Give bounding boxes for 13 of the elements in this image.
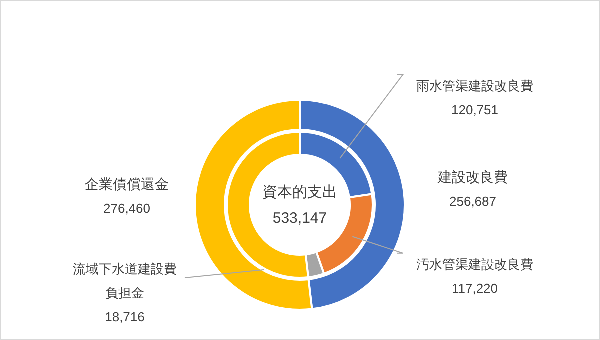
value: 120,751 [452, 102, 498, 118]
value: 276,460 [104, 200, 150, 216]
label: 企業債償還金 [85, 176, 169, 192]
label: 汚水管渠建設改良費 [416, 256, 534, 272]
value: 18,716 [105, 309, 145, 324]
title: 資本的支出 [262, 184, 338, 201]
label: 負担金 [106, 285, 144, 300]
label: 雨水管渠建設改良費 [416, 78, 534, 94]
label: 流域下水道建設費 [73, 261, 177, 276]
value: 256,687 [450, 194, 496, 209]
value: 117,220 [452, 280, 498, 296]
annotation: 533,147 [272, 210, 328, 227]
label: 建設改良費 [438, 169, 508, 186]
